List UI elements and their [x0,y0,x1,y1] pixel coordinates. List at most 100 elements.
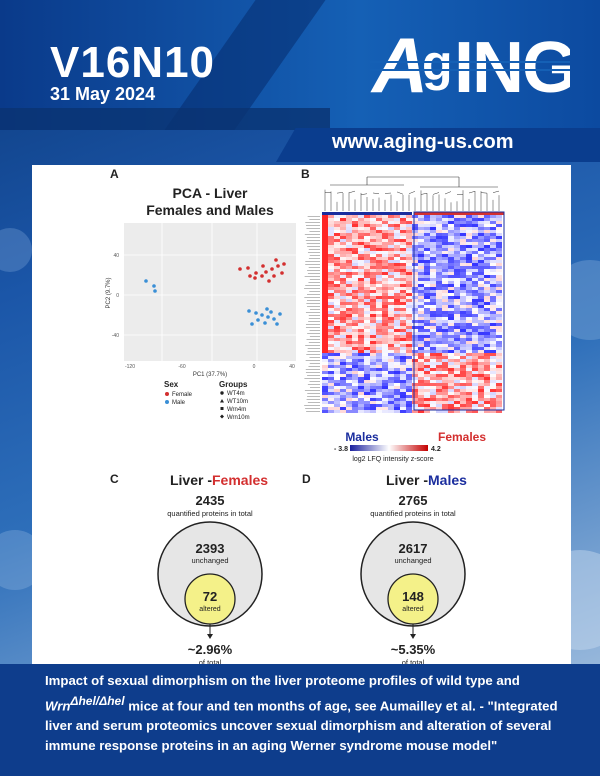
heatmap-cell [400,260,406,263]
heatmap-cell [484,278,490,281]
panel-d-altered: 148 [402,589,424,604]
heatmap-cell [460,410,466,413]
heatmap-cell [346,302,352,305]
heatmap-cell [346,407,352,410]
heatmap-cell [364,254,370,257]
heatmap-cell [448,329,454,332]
heatmap-cell [388,236,394,239]
heatmap-cell [430,356,436,359]
heatmap-cell [340,272,346,275]
heatmap-cell [430,326,436,329]
heatmap-cell [478,335,484,338]
heatmap-cell [424,350,430,353]
heatmap-cell [340,350,346,353]
heatmap-cell [394,389,400,392]
heatmap-cell [424,401,430,404]
heatmap-cell [466,269,472,272]
heatmap-cell [436,239,442,242]
heatmap-cell [436,377,442,380]
heatmap-cell [412,224,418,227]
heatmap-cell [346,248,352,251]
heatmap-cell [328,392,334,395]
heatmap-cell [334,386,340,389]
heatmap-cell [334,275,340,278]
heatmap-cell [490,239,496,242]
heatmap-cell [328,314,334,317]
heatmap-cell [352,392,358,395]
heatmap-cell [388,221,394,224]
heatmap-cell [496,215,502,218]
legend-group: WT4m [227,391,245,397]
heatmap-cell [382,224,388,227]
heatmap-cell [406,371,412,374]
heatmap-cell [460,302,466,305]
heatmap-cell [430,383,436,386]
heatmap-cell [400,239,406,242]
heatmap-cell [394,272,400,275]
heatmap-cell [328,293,334,296]
heatmap-cell [484,395,490,398]
heatmap-cell [442,260,448,263]
heatmap-cell [418,242,424,245]
heatmap-cell [352,344,358,347]
heatmap-cell [400,356,406,359]
heatmap-cell [412,314,418,317]
heatmap-cell [400,293,406,296]
heatmap-cell [322,410,328,413]
heatmap-cell [352,308,358,311]
heatmap-cell [382,362,388,365]
heatmap-cell [394,383,400,386]
heatmap-cell [328,257,334,260]
heatmap-cell [496,344,502,347]
heatmap-cell [376,392,382,395]
heatmap-cell [472,248,478,251]
heatmap-cell [322,293,328,296]
heatmap-cell [400,332,406,335]
heatmap-cell [334,218,340,221]
heatmap-cell [442,347,448,350]
heatmap-cell [388,281,394,284]
heatmap-cell [334,254,340,257]
heatmap-cell [412,296,418,299]
heatmap-cell [424,275,430,278]
heatmap-cell [364,320,370,323]
heatmap-cell [418,329,424,332]
heatmap-cell [478,365,484,368]
heatmap-cell [352,242,358,245]
heatmap-cell [346,392,352,395]
heatmap-cell [322,383,328,386]
heatmap-cell [370,251,376,254]
heatmap-cell [472,380,478,383]
heatmap-cell [424,338,430,341]
heatmap-cell [412,263,418,266]
heatmap-cell [490,407,496,410]
heatmap-cell [400,317,406,320]
heatmap-cell [328,287,334,290]
journal-url[interactable]: www.aging-us.com [332,131,514,153]
heatmap-cell [496,305,502,308]
heatmap-cell [484,389,490,392]
heatmap-cell [364,374,370,377]
heatmap-cell [442,221,448,224]
heatmap-cell [406,266,412,269]
heatmap-cell [496,302,502,305]
heatmap-cell [472,293,478,296]
heatmap-cell [340,281,346,284]
heatmap-cell [484,272,490,275]
heatmap-cell [496,239,502,242]
heatmap-cell [328,335,334,338]
heatmap-cell [394,242,400,245]
heatmap-cell [466,224,472,227]
heatmap-cell [358,344,364,347]
heatmap-cell [418,395,424,398]
heatmap-cell [424,224,430,227]
heatmap-cell [322,344,328,347]
heatmap-cell [334,314,340,317]
heatmap-cell [334,308,340,311]
heatmap-cell [430,368,436,371]
heatmap-cell [346,338,352,341]
pca-point-female [238,267,242,271]
heatmap-cell [424,242,430,245]
heatmap-cell [364,269,370,272]
heatmap-cell [436,338,442,341]
